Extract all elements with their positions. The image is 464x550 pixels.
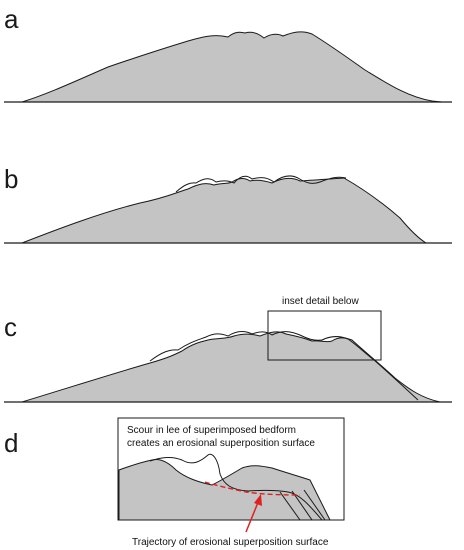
panel-b-label: b bbox=[4, 164, 18, 194]
scour-note-line1: Scour in lee of superimposed bedform bbox=[127, 425, 296, 436]
inset-detail-label: inset detail below bbox=[282, 296, 359, 307]
panel-c-superimposed-bedforms bbox=[149, 331, 419, 401]
panel-a-label: a bbox=[4, 4, 19, 34]
panel-d: d Scour in lee of superimposed bedform c… bbox=[4, 417, 345, 548]
trajectory-arrow bbox=[245, 494, 262, 533]
panel-c-label: c bbox=[4, 312, 17, 342]
inset-dune-body bbox=[118, 459, 331, 521]
panel-c: c inset detail below bbox=[4, 296, 452, 403]
trajectory-label: Trajectory of erosional superposition su… bbox=[132, 537, 329, 548]
scour-note-line2: creates an erosional superposition surfa… bbox=[127, 438, 315, 449]
panel-b-dune bbox=[21, 177, 427, 244]
inset-lee-face-3 bbox=[303, 489, 326, 521]
panel-a-dune bbox=[21, 31, 443, 103]
inset-superimposed-bedform bbox=[149, 453, 323, 521]
inset-lee-face-2 bbox=[291, 490, 313, 521]
inset-lee-face-1 bbox=[279, 491, 301, 521]
inset-detail-box bbox=[267, 310, 382, 361]
panel-d-label: d bbox=[4, 428, 18, 458]
panel-b: b bbox=[4, 164, 452, 244]
panel-b-superimposed-bedforms bbox=[175, 175, 347, 193]
erosional-superposition-surface bbox=[204, 481, 301, 496]
panel-c-dune bbox=[21, 331, 441, 403]
panel-a: a bbox=[4, 4, 452, 103]
